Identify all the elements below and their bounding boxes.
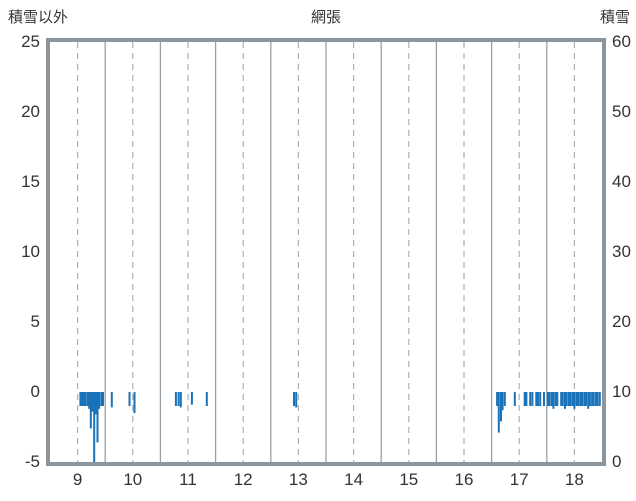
x-axis-tick-label: 15 [399,470,419,489]
bar [583,392,586,406]
x-axis-tick-label: 18 [564,470,584,489]
left-axis-tick-label: 15 [21,172,40,191]
bar [567,392,570,406]
bar [587,392,590,409]
left-axis-tick-label: 25 [21,32,40,51]
right-axis-tick-label: 60 [612,32,631,51]
x-axis-tick-label: 11 [179,470,197,489]
bar [577,392,580,406]
x-axis-tick-label: 12 [233,470,253,489]
bar [295,392,298,408]
bar [561,392,564,406]
right-axis-tick-label: 50 [612,102,631,121]
x-axis-tick-label: 17 [509,470,529,489]
bar [513,392,516,406]
bar [550,392,553,406]
bar [573,392,576,409]
bar [98,392,101,409]
bar [89,392,92,429]
left-axis-tick-label: 10 [21,242,40,261]
bar [594,392,597,406]
bar [86,392,89,406]
bar [552,392,555,409]
left-axis-tick-label: -5 [24,452,40,471]
bar [133,392,136,413]
plot-area [77,42,601,462]
bar [79,392,82,406]
bar [501,392,504,411]
right-axis-tick-label: 0 [612,452,622,471]
left-axis-title: 積雪以外 [8,9,69,26]
bar [556,392,559,406]
bar [537,392,539,406]
right-axis-tick-label: 30 [612,242,631,261]
bar [569,392,572,406]
bar [548,392,551,406]
bar [503,392,506,406]
bar [592,392,595,406]
left-axis-tick-label: 20 [21,102,40,121]
left-axis-tick-label: 0 [30,382,40,401]
bar [93,392,96,462]
bar [525,392,528,406]
bar [543,392,545,406]
bar [84,392,87,406]
x-axis-tick-label: 9 [72,470,83,489]
bar [497,392,500,433]
bar [88,392,91,409]
bar [598,392,601,406]
bar [588,392,591,406]
bar [190,392,193,405]
bar [529,392,532,406]
bar [110,392,113,408]
bar [81,392,83,406]
bar [554,392,557,406]
right-axis-tick-label: 10 [612,382,631,401]
bar [96,392,99,443]
x-axis-tick-label: 13 [288,470,308,489]
bar [560,392,563,406]
bar [585,392,587,406]
x-axis-tick-label: 10 [123,470,143,489]
bar [100,392,103,406]
bar [579,392,582,406]
bar [523,392,526,406]
bar [496,392,499,406]
bar [564,392,566,409]
bar [535,392,538,406]
bar [575,392,578,406]
bar [596,392,599,406]
bar [539,392,542,406]
x-axis-tick-label: 14 [344,470,364,489]
bar [565,392,568,406]
bar [179,392,182,408]
bar [128,392,131,406]
bar [500,392,502,422]
bar [174,392,177,406]
bar [82,392,85,406]
bar [205,392,208,406]
x-axis-tick-label: 16 [454,470,474,489]
right-axis-tick-label: 40 [612,172,631,191]
bar [571,392,574,406]
bar [94,392,97,415]
bar [581,392,584,406]
right-axis-title: 積雪 [599,9,630,26]
bar [546,392,549,406]
bar [293,392,295,406]
chart-title: 網張 [310,9,341,26]
bar [591,392,594,406]
bar [531,392,534,406]
right-axis-tick-label: 20 [612,312,631,331]
bar [177,392,180,406]
bar [102,392,104,406]
bar [91,392,94,412]
left-axis-tick-label: 5 [30,312,40,331]
